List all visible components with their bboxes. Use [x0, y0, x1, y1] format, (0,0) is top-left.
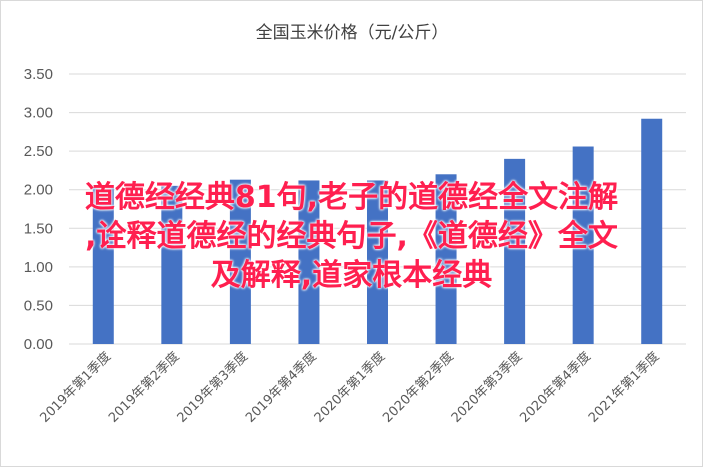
bar	[161, 185, 183, 344]
y-tick-label: 2.00	[24, 182, 53, 199]
bar	[229, 179, 251, 344]
bar	[298, 180, 320, 344]
x-tick-label: 2020年第4季度	[517, 349, 594, 426]
y-tick-label: 1.00	[24, 259, 53, 276]
y-axis-ticks: 0.00 0.50 1.00 1.50 2.00 2.50 3.00 3.50	[24, 66, 53, 353]
bars	[92, 118, 663, 344]
x-tick-label: 2020年第1季度	[311, 349, 388, 426]
x-tick-label: 2019年第3季度	[174, 349, 251, 426]
y-tick-label: 0.50	[24, 297, 53, 314]
y-tick-label: 3.50	[24, 66, 53, 83]
bar	[641, 118, 663, 344]
y-tick-label: 1.50	[24, 220, 53, 237]
bar	[435, 174, 457, 344]
x-axis-ticks: 2019年第1季度2019年第2季度2019年第3季度2019年第4季度2020…	[37, 349, 663, 426]
x-tick-label: 2019年第2季度	[105, 349, 182, 426]
bar	[572, 146, 594, 344]
x-tick-label: 2020年第3季度	[448, 349, 525, 426]
bar	[92, 185, 114, 344]
bar	[504, 158, 526, 344]
x-tick-label: 2020年第2季度	[380, 349, 457, 426]
y-tick-label: 0.00	[24, 336, 53, 353]
chart-title: 全国玉米价格（元/公斤）	[256, 23, 449, 43]
x-tick-label: 2019年第1季度	[37, 349, 114, 426]
bar	[367, 180, 388, 344]
x-tick-label: 2019年第4季度	[242, 349, 319, 426]
x-tick-label: 2021年第1季度	[585, 349, 662, 426]
y-tick-label: 2.50	[24, 143, 53, 160]
y-tick-label: 3.00	[24, 105, 53, 122]
